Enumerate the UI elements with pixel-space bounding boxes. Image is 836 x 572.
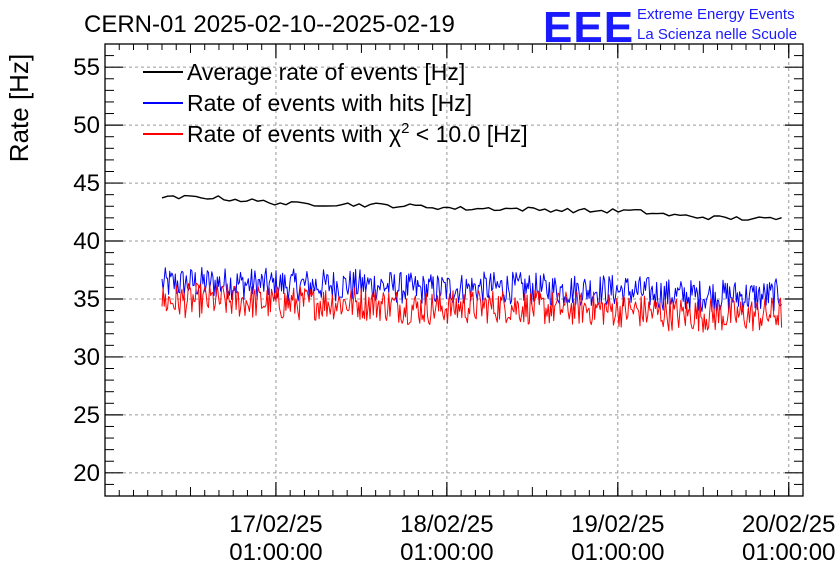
y-tick-label: 55 <box>73 54 100 81</box>
series-line-2 <box>161 282 783 333</box>
x-tick-date-label: 19/02/25 <box>571 511 664 538</box>
y-tick-label: 35 <box>73 286 100 313</box>
y-tick-label: 45 <box>73 170 100 197</box>
x-tick-date-label: 20/02/25 <box>742 511 835 538</box>
y-tick-label: 25 <box>73 402 100 429</box>
y-tick-label: 50 <box>73 112 100 139</box>
legend: Average rate of events [Hz] Rate of event… <box>143 59 528 147</box>
x-tick-time-label: 01:00:00 <box>400 539 493 566</box>
series-layer <box>161 194 783 333</box>
axes: 202530354045505517/02/2501:00:0018/02/25… <box>73 43 835 566</box>
eee-logo: EEE Extreme Energy Events La Scienza nel… <box>543 3 797 52</box>
legend-label: Average rate of events [Hz] <box>187 59 465 85</box>
y-tick-label: 30 <box>73 344 100 371</box>
plot-frame <box>104 43 804 497</box>
logo-line-2: La Scienza nelle Scuole <box>637 26 797 43</box>
legend-label: Rate of events with hits [Hz] <box>187 90 472 116</box>
legend-label: Rate of events with χ2 < 10.0 [Hz] <box>187 120 528 147</box>
chart-title: CERN-01 2025-02-10--2025-02-19 <box>84 11 455 38</box>
y-axis-label: Rate [Hz] <box>4 54 34 162</box>
x-tick-time-label: 01:00:00 <box>229 539 322 566</box>
series-line-0 <box>161 194 782 221</box>
x-tick-time-label: 01:00:00 <box>742 539 835 566</box>
y-tick-label: 20 <box>73 460 100 487</box>
x-tick-date-label: 17/02/25 <box>229 511 322 538</box>
y-tick-label: 40 <box>73 228 100 255</box>
series-line-1 <box>161 267 782 313</box>
x-tick-time-label: 01:00:00 <box>571 539 664 566</box>
x-tick-date-label: 18/02/25 <box>400 511 493 538</box>
logo-line-1: Extreme Energy Events <box>637 6 795 23</box>
